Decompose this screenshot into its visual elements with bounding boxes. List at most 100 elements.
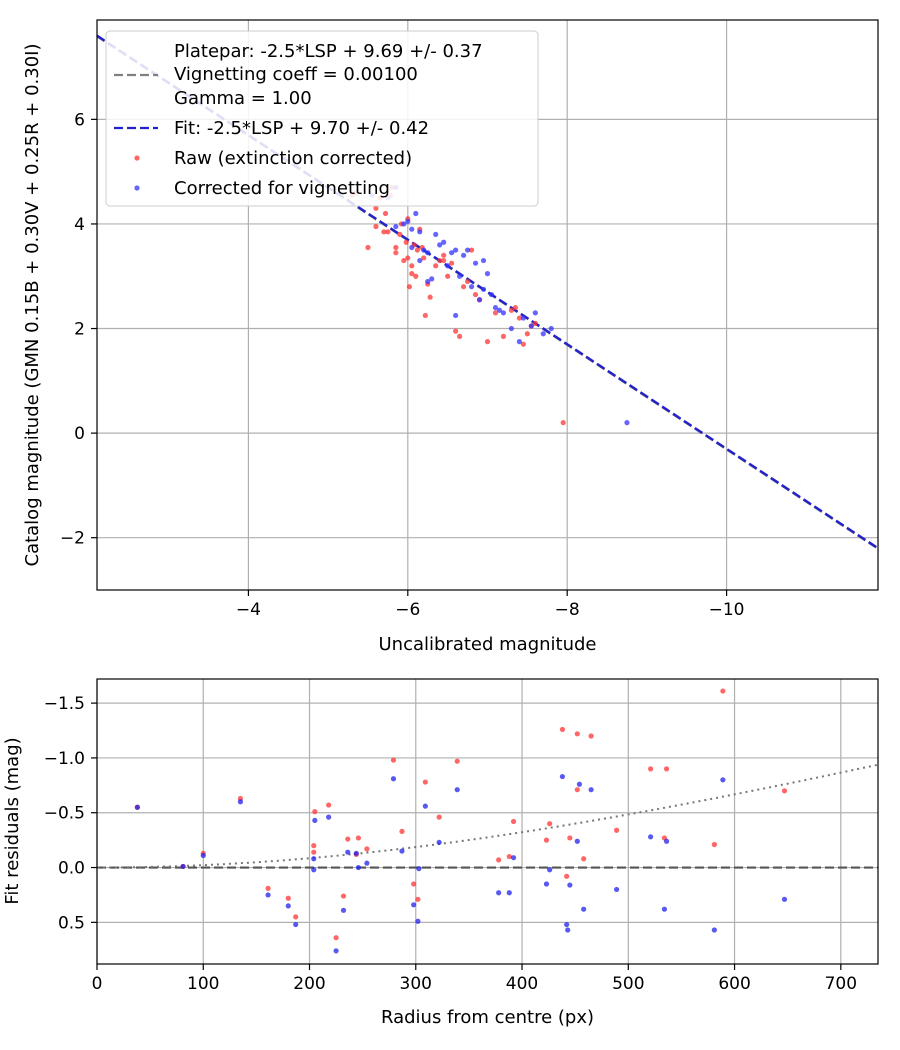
corrected-residual-point bbox=[588, 787, 594, 793]
corrected-residual-point bbox=[293, 921, 299, 928]
raw-residual-point bbox=[293, 914, 299, 920]
corrected-point bbox=[532, 310, 538, 316]
legend-platepar-line3: Gamma = 1.00 bbox=[174, 88, 312, 109]
raw-residual-point bbox=[564, 873, 570, 879]
corrected-residual-point bbox=[720, 777, 726, 783]
raw-point bbox=[401, 257, 407, 264]
raw-point bbox=[365, 244, 371, 251]
raw-point bbox=[441, 252, 447, 258]
bottom-y-axis-label: Fit residuals (mag) bbox=[2, 737, 23, 904]
raw-residual-point bbox=[390, 757, 397, 763]
raw-point bbox=[414, 247, 420, 253]
raw-point bbox=[449, 260, 455, 266]
raw-point bbox=[373, 223, 379, 230]
legend-box bbox=[105, 30, 539, 207]
raw-residual-point bbox=[265, 885, 271, 891]
raw-point bbox=[413, 273, 419, 279]
y-tick-label: 2 bbox=[74, 320, 85, 340]
corrected-point bbox=[445, 263, 451, 269]
corrected-point bbox=[409, 244, 415, 251]
corrected-point bbox=[464, 247, 471, 253]
corrected-residual-point bbox=[661, 906, 668, 912]
corrected-point bbox=[488, 291, 495, 298]
raw-residual-point bbox=[399, 828, 405, 834]
corrected-residual-point bbox=[311, 856, 317, 862]
bottom-ticks: 0 100 200 300 400 500 600 700 0.5 0.0 −0.5 −1.0 −1.5 bbox=[44, 694, 857, 994]
x-tick-label: 500 bbox=[612, 974, 644, 994]
legend-platepar-line2: Vignetting coeff = 0.00100 bbox=[174, 64, 418, 85]
raw-residual-point bbox=[496, 857, 502, 863]
raw-point bbox=[460, 284, 467, 290]
corrected-residual-point bbox=[711, 927, 717, 933]
top-chart: −4 −6 −8 −10 −2 0 2 4 6 Uncalibrated magnitude C… bbox=[22, 19, 879, 655]
corrected-point bbox=[484, 271, 491, 277]
corrected-point bbox=[405, 218, 411, 224]
y-tick-label: −2 bbox=[60, 529, 85, 549]
corrected-residual-point bbox=[567, 882, 573, 888]
corrected-residual-point bbox=[614, 886, 620, 893]
corrected-residual-point bbox=[543, 881, 550, 887]
y-tick-label: 0.0 bbox=[58, 859, 85, 879]
legend-platepar-line1: Platepar: -2.5*LSP + 9.69 +/- 0.37 bbox=[174, 41, 483, 62]
raw-point bbox=[406, 284, 412, 290]
raw-residual-point bbox=[364, 846, 370, 852]
bottom-reference-lines bbox=[97, 763, 878, 869]
raw-residual-point bbox=[415, 896, 421, 902]
corrected-point bbox=[457, 273, 463, 279]
raw-point bbox=[457, 333, 463, 339]
corrected-point bbox=[441, 239, 447, 245]
raw-point bbox=[453, 328, 459, 334]
corrected-point bbox=[528, 323, 534, 329]
raw-point bbox=[468, 247, 475, 253]
raw-residual-point bbox=[506, 853, 512, 860]
corrected-point bbox=[409, 226, 415, 232]
y-tick-label: 4 bbox=[74, 215, 85, 235]
corrected-point bbox=[460, 252, 467, 258]
legend-raw: Raw (extinction corrected) bbox=[174, 148, 412, 169]
corrected-residual-point bbox=[364, 860, 370, 866]
corrected-point bbox=[500, 310, 507, 316]
raw-point bbox=[409, 263, 415, 269]
corrected-point bbox=[425, 250, 431, 256]
x-tick-label: 600 bbox=[718, 974, 750, 994]
raw-point bbox=[484, 339, 491, 345]
raw-point bbox=[422, 312, 428, 319]
bottom-axes-frame bbox=[96, 678, 879, 965]
corrected-residual-point bbox=[415, 918, 421, 924]
corrected-residual-point bbox=[355, 864, 361, 871]
raw-residual-point bbox=[574, 787, 580, 793]
raw-residual-point bbox=[720, 688, 726, 694]
corrected-residual-point bbox=[648, 834, 654, 840]
corrected-residual-point bbox=[565, 927, 571, 933]
raw-residual-point bbox=[648, 766, 654, 772]
raw-residual-point bbox=[510, 818, 517, 825]
legend-corrected-marker bbox=[134, 185, 140, 191]
corrected-point bbox=[508, 325, 515, 332]
raw-residual-point bbox=[588, 733, 594, 739]
corrected-point bbox=[425, 278, 431, 285]
top-ticks: −4 −6 −8 −10 −2 0 2 4 6 bbox=[60, 110, 745, 620]
corrected-residual-point bbox=[574, 838, 580, 844]
bottom-chart: 0 100 200 300 400 500 600 700 0.5 0.0 −0.5 −1.0 −1.5… bbox=[2, 678, 879, 1028]
corrected-residual-point bbox=[510, 855, 517, 861]
corrected-residual-point bbox=[496, 890, 502, 896]
x-tick-label: 300 bbox=[400, 974, 432, 994]
x-tick-label: 400 bbox=[506, 974, 538, 994]
raw-residual-point bbox=[547, 821, 553, 827]
corrected-point bbox=[468, 284, 475, 290]
raw-residual-point bbox=[411, 881, 417, 887]
corrected-point bbox=[413, 210, 419, 217]
y-tick-label: −1.5 bbox=[44, 694, 85, 714]
raw-point bbox=[409, 271, 415, 277]
x-tick-label: −8 bbox=[555, 600, 580, 620]
corrected-point bbox=[476, 297, 483, 303]
raw-point bbox=[441, 257, 447, 264]
legend-fit: Fit: -2.5*LSP + 9.70 +/- 0.42 bbox=[174, 118, 429, 139]
raw-residual-point bbox=[581, 856, 587, 862]
x-tick-label: −6 bbox=[395, 600, 420, 620]
raw-point bbox=[472, 291, 479, 298]
raw-point bbox=[560, 420, 566, 426]
raw-point bbox=[516, 315, 522, 321]
legend: Platepar: -2.5*LSP + 9.69 +/- 0.37 Vigne… bbox=[105, 30, 539, 207]
